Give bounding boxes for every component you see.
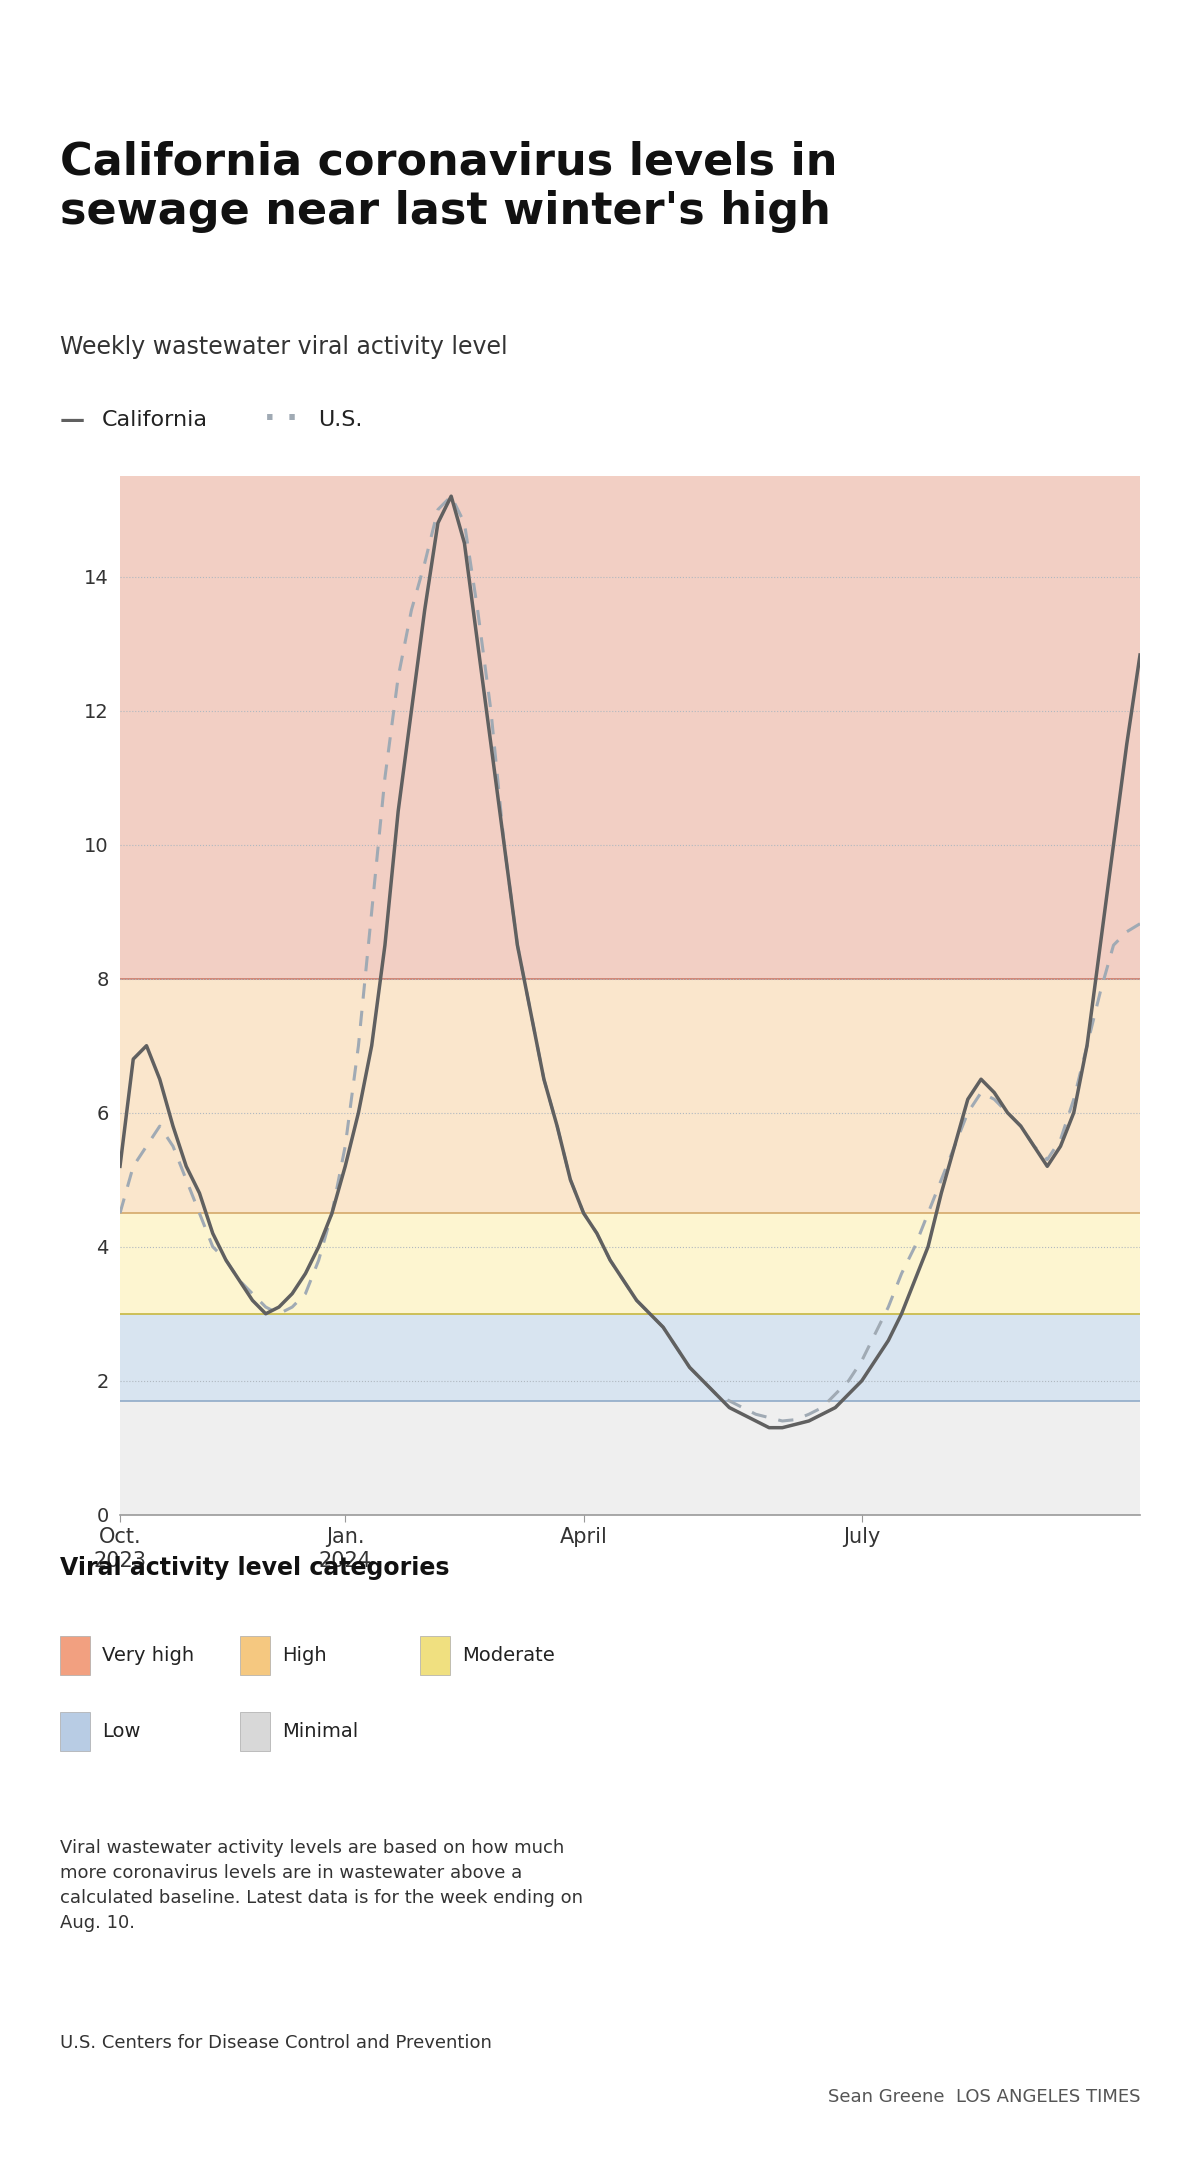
Text: Moderate: Moderate — [462, 1647, 554, 1664]
Bar — [120, 1214, 1140, 1314]
Text: Very high: Very high — [102, 1647, 194, 1664]
Text: · ·: · · — [264, 405, 298, 435]
Bar — [120, 476, 1140, 978]
Text: Minimal: Minimal — [282, 1723, 359, 1740]
Text: U.S. Centers for Disease Control and Prevention: U.S. Centers for Disease Control and Pre… — [60, 2034, 492, 2051]
Text: Sean Greene  LOS ANGELES TIMES: Sean Greene LOS ANGELES TIMES — [828, 2088, 1140, 2106]
Text: U.S.: U.S. — [318, 409, 362, 431]
Text: Weekly wastewater viral activity level: Weekly wastewater viral activity level — [60, 335, 508, 359]
Bar — [120, 978, 1140, 1214]
Text: California: California — [102, 409, 208, 431]
Text: Viral wastewater activity levels are based on how much
more coronavirus levels a: Viral wastewater activity levels are bas… — [60, 1839, 583, 1932]
Text: High: High — [282, 1647, 326, 1664]
Text: Low: Low — [102, 1723, 140, 1740]
Text: —: — — [60, 407, 85, 433]
Bar — [120, 1314, 1140, 1400]
Text: California coronavirus levels in
sewage near last winter's high: California coronavirus levels in sewage … — [60, 141, 838, 234]
Text: Viral activity level categories: Viral activity level categories — [60, 1556, 450, 1580]
Bar — [120, 1400, 1140, 1515]
